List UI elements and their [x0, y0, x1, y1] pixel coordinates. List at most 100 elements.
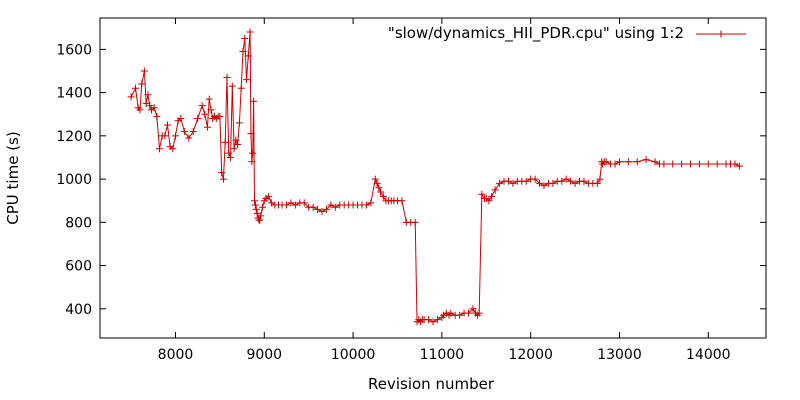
data-point [221, 138, 229, 146]
data-point [150, 104, 158, 112]
y-tick-label: 1200 [56, 129, 92, 145]
data-point [223, 73, 231, 81]
data-point [249, 149, 257, 157]
data-point [331, 203, 339, 211]
data-point [367, 199, 375, 207]
data-point [379, 192, 387, 200]
data-point [593, 179, 601, 187]
data-point [731, 160, 739, 168]
data-point [228, 82, 236, 90]
data-point [713, 160, 721, 168]
data-point [180, 128, 188, 136]
data-point [248, 158, 256, 166]
data-point [602, 158, 610, 166]
data-point [127, 93, 135, 101]
data-point [161, 132, 169, 140]
data-point [615, 158, 623, 166]
data-point [678, 160, 686, 168]
data-point [259, 203, 267, 211]
data-point [429, 318, 437, 326]
data-point [309, 203, 317, 211]
data-point [475, 309, 483, 317]
data-point [371, 175, 379, 183]
data-point [234, 140, 242, 148]
data-point [177, 115, 185, 123]
data-point [398, 197, 406, 205]
data-point [189, 128, 197, 136]
data-point [478, 190, 486, 198]
data-point [549, 179, 557, 187]
data-point [562, 175, 570, 183]
data-point [185, 134, 193, 142]
data-point [146, 102, 154, 110]
data-point [485, 197, 493, 205]
y-tick-label: 1000 [56, 172, 92, 188]
data-point [571, 179, 579, 187]
data-point [247, 130, 255, 138]
data-point [171, 132, 179, 140]
data-point [253, 210, 261, 218]
data-point [362, 201, 370, 209]
data-point [314, 205, 322, 213]
data-point [218, 169, 226, 177]
x-axis-label: Revision number [368, 375, 495, 393]
data-point [558, 177, 566, 185]
legend-marker [717, 30, 725, 38]
data-point [411, 218, 419, 226]
data-point [132, 84, 140, 92]
data-point [536, 179, 544, 187]
x-tick-label: 9000 [246, 347, 282, 363]
data-point [660, 160, 668, 168]
data-point [633, 158, 641, 166]
data-point [169, 145, 177, 153]
legend: "slow/dynamics_HII_PDR.cpu" using 1:2 [388, 24, 746, 43]
x-tick-label: 13000 [597, 347, 642, 363]
data-point [225, 149, 233, 157]
data-point [540, 182, 548, 190]
plot-frame [99, 17, 767, 339]
data-point [469, 305, 477, 313]
data-point [140, 67, 148, 75]
data-point [327, 201, 335, 209]
data-point [322, 205, 330, 213]
legend-marker-glyph [717, 30, 725, 38]
data-point [194, 115, 202, 123]
data-point [198, 102, 206, 110]
data-point [580, 177, 588, 185]
data-point [265, 192, 273, 200]
y-tick-label: 1400 [56, 86, 92, 102]
data-point [232, 136, 240, 144]
data-point [596, 175, 604, 183]
data-point [425, 316, 433, 324]
series-layer [127, 28, 743, 326]
data-point [611, 160, 619, 168]
data-point [318, 208, 326, 216]
data-point [244, 52, 252, 60]
data-point [257, 212, 265, 220]
x-tick-label: 10000 [331, 347, 376, 363]
legend-entry-label: "slow/dynamics_HII_PDR.cpu" using 1:2 [388, 24, 684, 43]
data-point [136, 106, 144, 114]
data-point [287, 199, 295, 207]
data-point [227, 153, 235, 161]
data-point [138, 80, 146, 88]
data-point [642, 156, 650, 164]
y-tick-label: 400 [65, 302, 92, 318]
data-point [735, 162, 743, 170]
data-point [695, 160, 703, 168]
data-point [205, 95, 213, 103]
data-point [207, 106, 215, 114]
data-point [153, 112, 161, 120]
data-point [496, 179, 504, 187]
data-point [651, 158, 659, 166]
data-point [203, 123, 211, 131]
data-point [144, 91, 152, 99]
data-point [567, 177, 575, 185]
data-point [704, 160, 712, 168]
data-point [375, 184, 383, 192]
data-point [230, 145, 238, 153]
data-point [531, 175, 539, 183]
data-point [155, 145, 163, 153]
